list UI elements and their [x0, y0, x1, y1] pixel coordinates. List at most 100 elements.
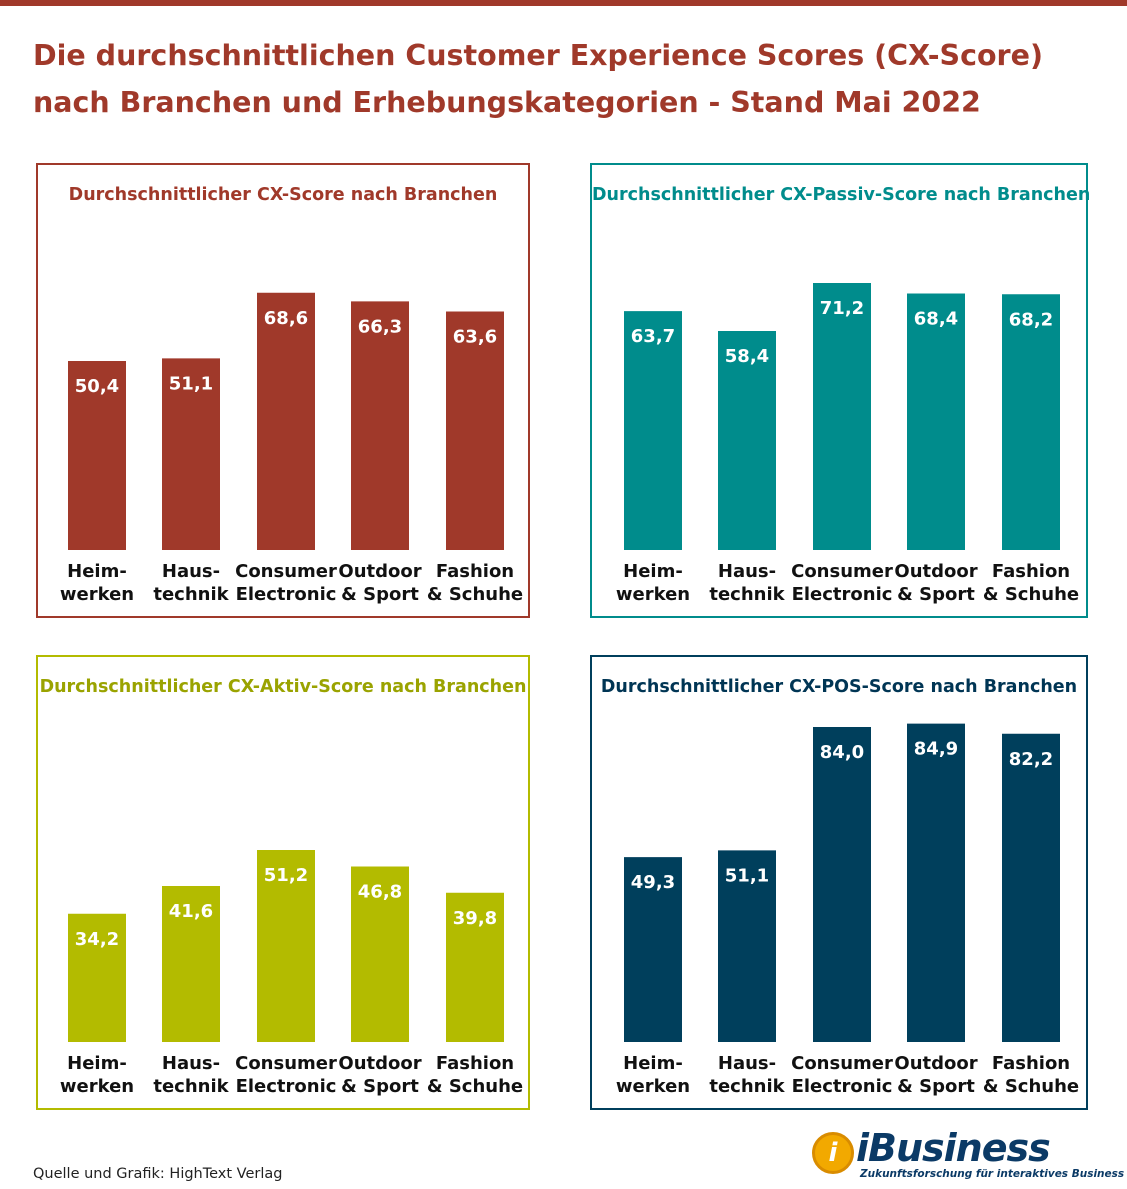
category-label: Electronic [792, 584, 893, 605]
bar-value-label: 68,4 [914, 309, 958, 330]
category-label: Haus- [162, 1053, 220, 1074]
bar-value-label: 63,7 [631, 326, 675, 347]
chart-title: Durchschnittlicher CX-Score nach Branche… [68, 185, 498, 205]
bar [624, 857, 682, 1042]
bar-value-label: 51,2 [264, 865, 308, 886]
category-label: & Schuhe [427, 584, 523, 605]
bar [351, 301, 409, 550]
category-label: technik [153, 1076, 229, 1097]
category-label: Heim- [67, 1053, 127, 1074]
bar [813, 727, 871, 1042]
category-label: Outdoor [894, 561, 977, 582]
bar-value-label: 51,1 [725, 865, 769, 886]
bar-value-label: 63,6 [453, 327, 497, 348]
logo-i-icon: i [812, 1132, 854, 1174]
chart-title: Durchschnittlicher CX-POS-Score nach Bra… [600, 677, 1078, 697]
bar-value-label: 84,9 [914, 739, 958, 760]
title-line-2: nach Branchen und Erhebungskategorien - … [33, 86, 981, 119]
ibusiness-logo: i iBusiness Zukunftsforschung für intera… [812, 1126, 1124, 1182]
bar [68, 361, 126, 550]
bar [624, 311, 682, 550]
category-label: Heim- [623, 561, 683, 582]
bar-value-label: 49,3 [631, 872, 675, 893]
category-label: Fashion [992, 561, 1070, 582]
category-label: Heim- [623, 1053, 683, 1074]
category-label: werken [616, 1076, 690, 1097]
bar-value-label: 68,6 [264, 308, 308, 329]
category-label: Heim- [67, 561, 127, 582]
chart-panel-cx-aktiv-score: Durchschnittlicher CX-Aktiv-Score nach B… [36, 655, 530, 1110]
category-label: & Sport [897, 584, 975, 605]
chart-panel-cx-score: Durchschnittlicher CX-Score nach Branche… [36, 163, 530, 618]
bar-value-label: 51,1 [169, 373, 213, 394]
bar-chart: 34,2 Heim-werken 41,6 Haus-technik 51,2 Consu… [60, 850, 523, 1097]
source-note: Quelle und Grafik: HighText Verlag [33, 1166, 283, 1182]
bar [1002, 733, 1060, 1042]
logo-wordmark: iBusiness [856, 1126, 1051, 1170]
bar [257, 850, 315, 1042]
bar-value-label: 50,4 [75, 376, 119, 397]
bar [162, 358, 220, 550]
bar-value-label: 41,6 [169, 901, 213, 922]
category-label: Fashion [436, 1053, 514, 1074]
category-label: & Schuhe [983, 1076, 1079, 1097]
category-label: werken [616, 584, 690, 605]
chart-panel-cx-pos-score: Durchschnittlicher CX-POS-Score nach Bra… [590, 655, 1088, 1110]
bar-value-label: 46,8 [358, 882, 402, 903]
category-label: Consumer [235, 1053, 337, 1074]
category-label: Consumer [791, 1053, 893, 1074]
bar [907, 293, 965, 550]
category-label: Outdoor [338, 1053, 421, 1074]
category-label: Fashion [436, 561, 514, 582]
category-label: Outdoor [894, 1053, 977, 1074]
chart-title: Durchschnittlicher CX-Passiv-Score nach … [592, 185, 1091, 205]
top-accent-bar [0, 0, 1127, 6]
bar-value-label: 39,8 [453, 908, 497, 929]
bar [446, 311, 504, 550]
bar [718, 331, 776, 550]
category-label: Haus- [718, 561, 776, 582]
bar-value-label: 84,0 [820, 742, 864, 763]
category-label: & Schuhe [427, 1076, 523, 1097]
category-label: Electronic [236, 1076, 337, 1097]
bar-value-label: 58,4 [725, 346, 769, 367]
logo-tagline: Zukunftsforschung für interaktives Busin… [860, 1168, 1125, 1180]
bar-value-label: 71,2 [820, 298, 864, 319]
bar [446, 892, 504, 1042]
category-label: Outdoor [338, 561, 421, 582]
bar-chart: 50,4 Heim-werken 51,1 Haus-technik 68,6 Consu… [60, 292, 523, 605]
chart-title: Durchschnittlicher CX-Aktiv-Score nach B… [39, 677, 527, 697]
category-label: Haus- [162, 561, 220, 582]
category-label: & Sport [341, 1076, 419, 1097]
bar-value-label: 34,2 [75, 929, 119, 950]
bar [257, 292, 315, 550]
category-label: technik [153, 584, 229, 605]
bar-chart: 63,7 Heim-werken 58,4 Haus-technik 71,2 Consu… [616, 283, 1079, 605]
page-title: Die durchschnittlichen Customer Experien… [33, 32, 1103, 126]
title-line-1: Die durchschnittlichen Customer Experien… [33, 39, 1043, 72]
bar [351, 866, 409, 1042]
category-label: werken [60, 584, 134, 605]
category-label: technik [709, 584, 785, 605]
bar [68, 913, 126, 1042]
category-label: Electronic [792, 1076, 893, 1097]
category-label: technik [709, 1076, 785, 1097]
bar [813, 283, 871, 550]
category-label: Fashion [992, 1053, 1070, 1074]
bar-value-label: 68,2 [1009, 309, 1053, 330]
bar-value-label: 66,3 [358, 316, 402, 337]
chart-panel-cx-passiv-score: Durchschnittlicher CX-Passiv-Score nach … [590, 163, 1091, 618]
category-label: Consumer [235, 561, 337, 582]
bar-chart: 49,3 Heim-werken 51,1 Haus-technik 84,0 Consu… [616, 723, 1079, 1097]
bar [162, 886, 220, 1042]
bar [907, 723, 965, 1042]
bar-value-label: 82,2 [1009, 749, 1053, 770]
bar [718, 850, 776, 1042]
category-label: Electronic [236, 584, 337, 605]
category-label: & Sport [897, 1076, 975, 1097]
bar [1002, 294, 1060, 550]
category-label: & Schuhe [983, 584, 1079, 605]
category-label: Haus- [718, 1053, 776, 1074]
category-label: & Sport [341, 584, 419, 605]
category-label: werken [60, 1076, 134, 1097]
